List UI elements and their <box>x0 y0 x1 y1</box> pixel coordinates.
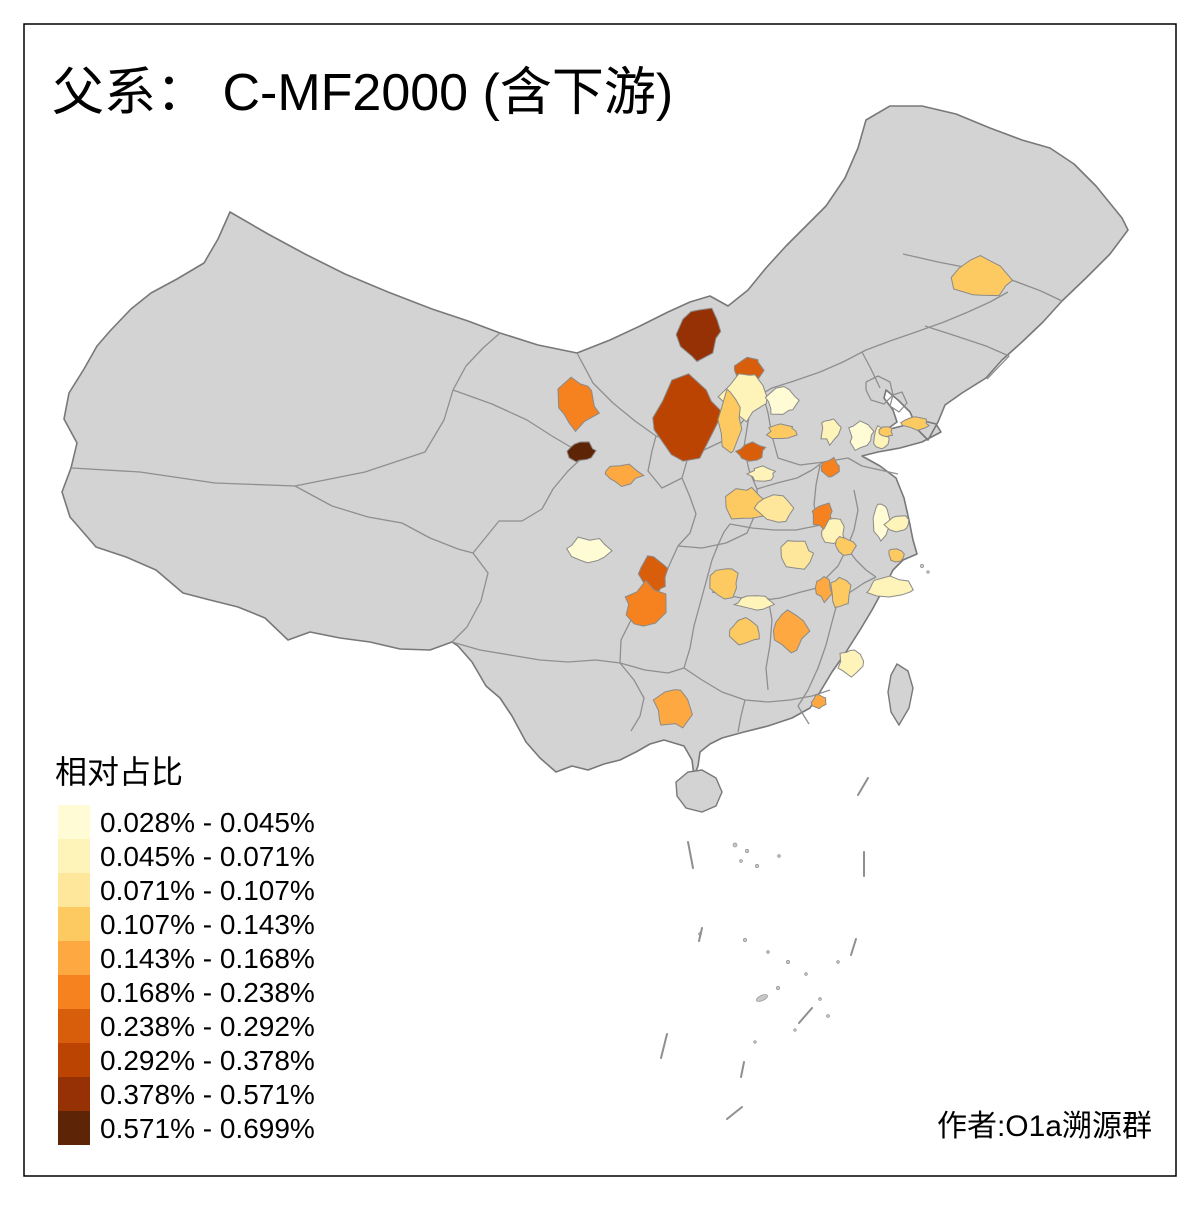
legend-swatch <box>58 873 90 907</box>
legend-swatch <box>58 805 90 839</box>
region-jinan[interactable] <box>848 420 875 452</box>
region-zhengzhou[interactable] <box>820 456 840 478</box>
region-yancheng[interactable] <box>872 503 892 542</box>
figure-frame <box>23 23 1177 1177</box>
legend-swatch <box>58 1111 90 1145</box>
region-guiyang[interactable] <box>624 579 667 627</box>
legend-rows: 0.028% - 0.045%0.045% - 0.071%0.071% - 0… <box>58 805 315 1145</box>
region-weifang[interactable] <box>878 426 894 438</box>
region-jiujiang[interactable] <box>814 575 833 604</box>
attribution: 作者:O1a溯源群 <box>937 1110 1152 1143</box>
legend-label: 0.045% - 0.071% <box>100 841 315 872</box>
legend: 相对占比 0.028% - 0.045%0.045% - 0.071%0.071… <box>55 754 315 1145</box>
region-shaoyang[interactable] <box>728 616 760 646</box>
region-changde[interactable] <box>732 595 776 611</box>
region-suzhou[interactable] <box>888 548 905 563</box>
region-lanzhou[interactable] <box>566 441 597 463</box>
region-changchun[interactable] <box>950 254 1014 297</box>
legend-label: 0.571% - 0.699% <box>100 1113 315 1144</box>
region-nantong[interactable] <box>883 515 910 533</box>
region-xinzhou[interactable] <box>765 423 798 439</box>
region-zhumadian[interactable] <box>753 494 795 523</box>
legend-swatch <box>58 975 90 1009</box>
legend-label: 0.168% - 0.238% <box>100 977 315 1008</box>
region-shijiazhuang[interactable] <box>820 418 842 447</box>
legend-title: 相对占比 <box>55 754 183 790</box>
mainland-outline <box>61 105 1129 777</box>
region-yichang[interactable] <box>709 568 739 600</box>
region-nanjing[interactable] <box>834 536 857 556</box>
legend-swatch <box>58 1043 90 1077</box>
legend-swatch <box>58 839 90 873</box>
hainan-island <box>675 769 723 813</box>
legend-label: 0.378% - 0.571% <box>100 1079 315 1110</box>
legend-swatch <box>58 941 90 975</box>
region-wuhan[interactable] <box>780 540 815 570</box>
region-dingxi[interactable] <box>604 463 645 488</box>
region-ulanqab[interactable] <box>717 373 768 423</box>
south-china-sea-islands <box>660 564 930 1120</box>
region-lvliang[interactable] <box>734 441 767 462</box>
region-bayannur[interactable] <box>675 307 722 363</box>
legend-label: 0.071% - 0.107% <box>100 875 315 906</box>
legend-swatch <box>58 1077 90 1111</box>
legend-swatch <box>58 1009 90 1043</box>
legend-swatch <box>58 907 90 941</box>
region-ordos[interactable] <box>652 373 724 462</box>
legend-label: 0.028% - 0.045% <box>100 807 315 838</box>
legend-label: 0.238% - 0.292% <box>100 1011 315 1042</box>
region-wuwei[interactable] <box>557 376 601 433</box>
region-chengdu[interactable] <box>566 536 613 564</box>
china-landmass <box>61 105 1129 813</box>
region-hangzhou[interactable] <box>865 575 914 598</box>
legend-label: 0.107% - 0.143% <box>100 909 315 940</box>
region-zhangjiakou[interactable] <box>764 385 800 415</box>
region-yulin-shaanxi[interactable] <box>717 388 743 454</box>
region-sanming[interactable] <box>837 649 865 678</box>
region-yantai[interactable] <box>900 416 931 431</box>
legend-label: 0.292% - 0.378% <box>100 1045 315 1076</box>
nine-dash-line <box>660 777 869 1120</box>
region-nanning[interactable] <box>652 689 693 729</box>
prefecture-regions <box>557 254 1014 729</box>
taiwan-island <box>887 663 914 727</box>
region-shangrao[interactable] <box>830 576 852 608</box>
legend-label: 0.143% - 0.168% <box>100 943 315 974</box>
region-hengyang[interactable] <box>772 609 811 654</box>
region-yuncheng[interactable] <box>745 465 777 482</box>
page-title: 父系： C-MF2000 (含下游) <box>52 64 673 122</box>
region-xiamen-coast[interactable] <box>810 694 827 710</box>
